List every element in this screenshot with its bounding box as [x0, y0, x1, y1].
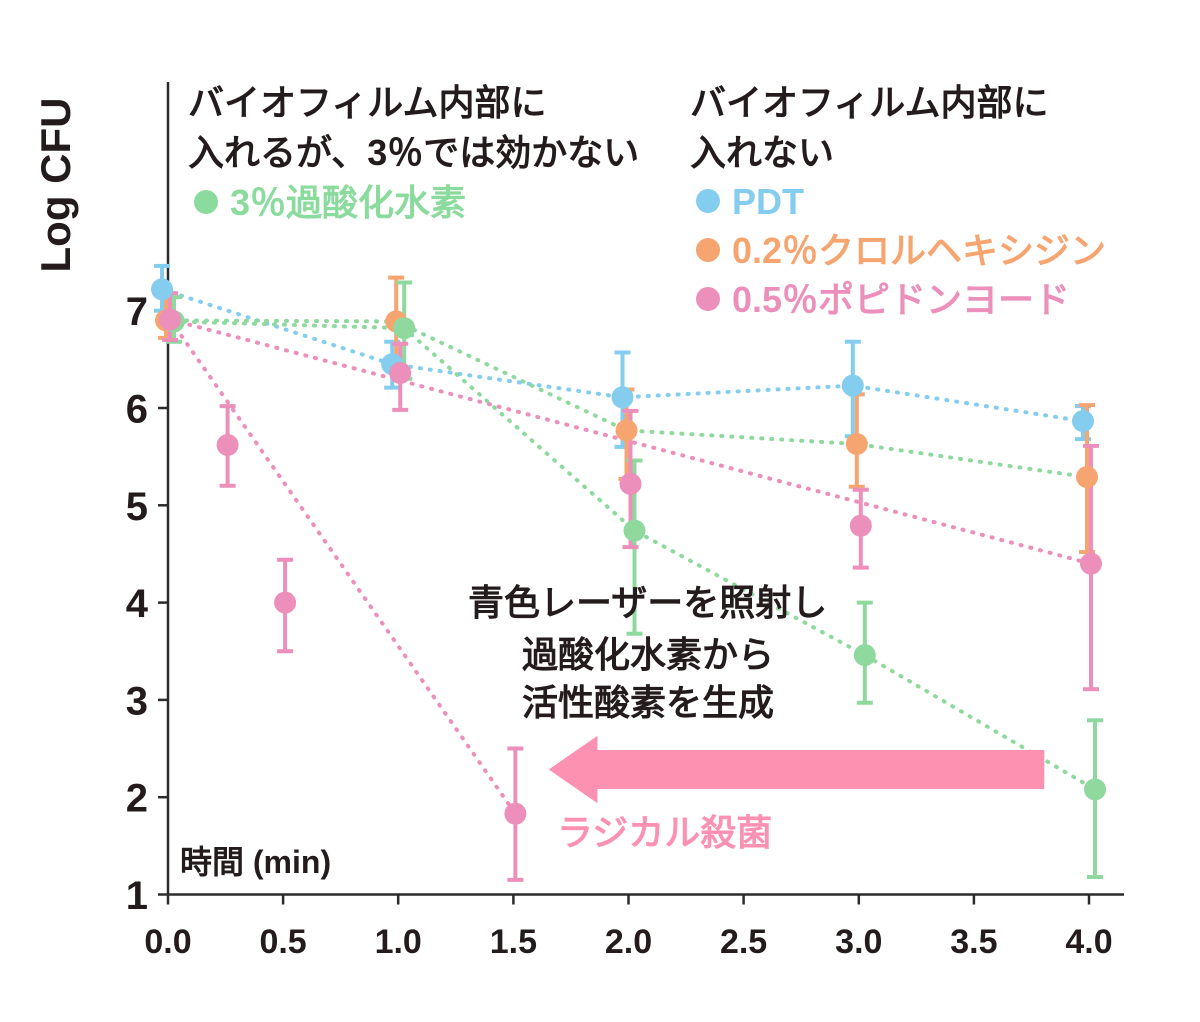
svg-text:3.0: 3.0: [835, 923, 882, 961]
svg-text:青色レーザーを照射し: 青色レーザーを照射し: [468, 582, 827, 623]
svg-text:3: 3: [126, 679, 148, 723]
svg-text:1: 1: [126, 874, 148, 918]
svg-text:入れない: 入れない: [690, 132, 834, 173]
svg-text:0.2％クロルヘキシジン: 0.2％クロルヘキシジン: [732, 230, 1106, 271]
svg-text:3.5: 3.5: [950, 923, 997, 961]
svg-text:2: 2: [126, 777, 148, 821]
svg-text:3％過酸化水素: 3％過酸化水素: [230, 182, 466, 223]
svg-text:バイオフィルム内部に: バイオフィルム内部に: [188, 82, 547, 123]
svg-text:時間 (min): 時間 (min): [180, 844, 331, 880]
svg-text:0.5％ポピドンヨード: 0.5％ポピドンヨード: [732, 279, 1070, 320]
svg-text:活性酸素を生成: 活性酸素を生成: [522, 682, 774, 723]
svg-text:2.5: 2.5: [720, 923, 767, 961]
svg-text:0.5: 0.5: [259, 923, 306, 961]
svg-text:6: 6: [126, 388, 148, 432]
svg-text:1.5: 1.5: [490, 923, 537, 961]
svg-text:7: 7: [126, 290, 148, 334]
svg-text:4: 4: [126, 582, 149, 626]
svg-text:バイオフィルム内部に: バイオフィルム内部に: [690, 82, 1049, 123]
svg-text:Log CFU: Log CFU: [32, 98, 79, 273]
svg-text:過酸化水素から: 過酸化水素から: [522, 634, 774, 675]
svg-text:入れるが、3％では効かない: 入れるが、3％では効かない: [188, 132, 639, 173]
svg-text:1.0: 1.0: [375, 923, 422, 961]
svg-text:ラジカル殺菌: ラジカル殺菌: [557, 812, 772, 853]
svg-text:4.0: 4.0: [1065, 923, 1112, 961]
svg-text:2.0: 2.0: [605, 923, 652, 961]
svg-text:5: 5: [126, 485, 148, 529]
svg-text:0.0: 0.0: [144, 923, 191, 961]
svg-text:PDT: PDT: [732, 181, 804, 222]
